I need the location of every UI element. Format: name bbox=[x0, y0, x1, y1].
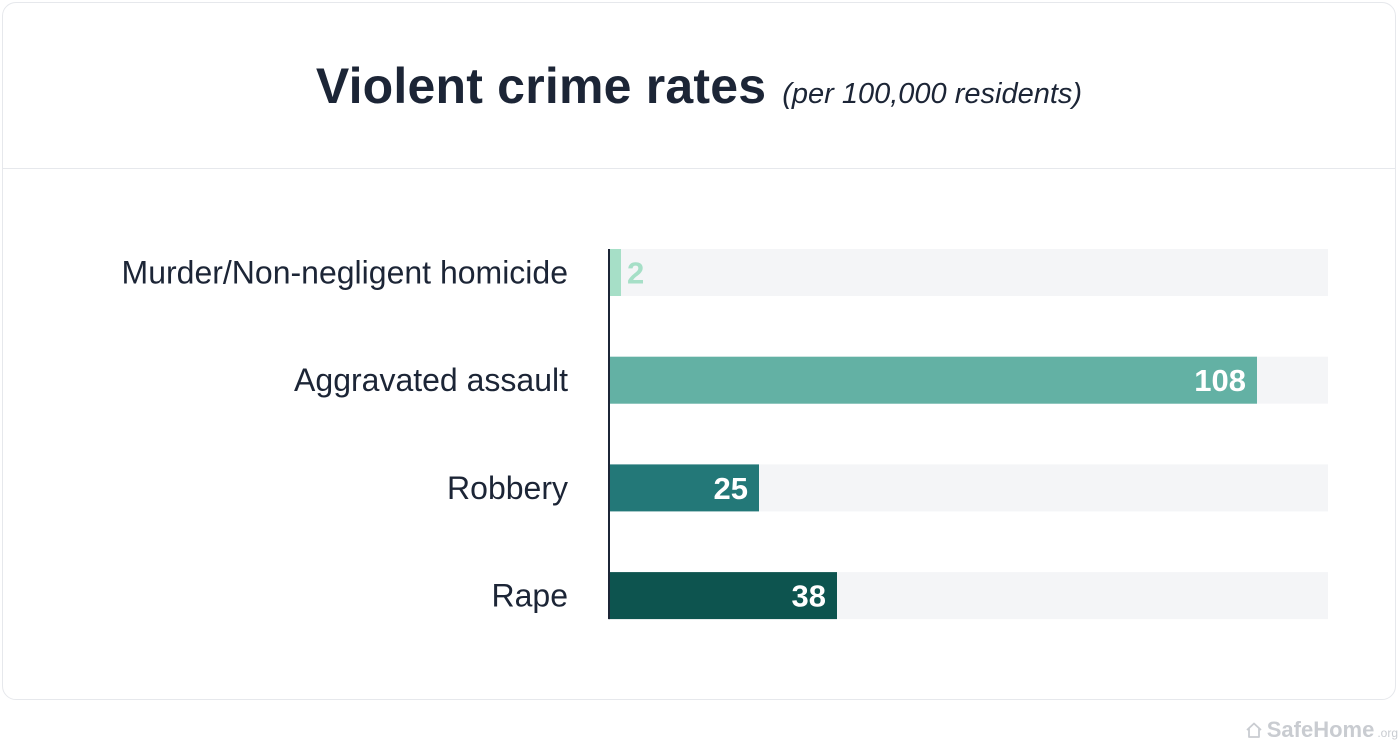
brand-watermark: SafeHome .org bbox=[1244, 717, 1398, 743]
value-label: 2 bbox=[627, 256, 644, 291]
brand-name: SafeHome bbox=[1266, 717, 1375, 742]
category-label: Rape bbox=[492, 578, 569, 614]
chart-title: Violent crime rates bbox=[315, 57, 767, 114]
chart-header: Violent crime rates (per 100,000 residen… bbox=[3, 3, 1395, 169]
category-label: Aggravated assault bbox=[294, 362, 568, 398]
brand-tld: .org bbox=[1377, 726, 1398, 740]
bar bbox=[609, 249, 621, 296]
value-label: 25 bbox=[714, 471, 748, 506]
title-group: Violent crime rates (per 100,000 residen… bbox=[316, 57, 1082, 115]
bar-track bbox=[609, 249, 1328, 296]
bar bbox=[609, 572, 837, 620]
value-label: 108 bbox=[1194, 363, 1246, 398]
house-icon bbox=[1246, 722, 1262, 738]
bar bbox=[609, 356, 1257, 404]
category-label: Murder/Non-negligent homicide bbox=[122, 255, 568, 291]
value-label: 38 bbox=[792, 579, 826, 614]
category-label: Robbery bbox=[447, 470, 568, 506]
bar bbox=[609, 464, 759, 512]
chart-subtitle: (per 100,000 residents) bbox=[782, 77, 1083, 110]
